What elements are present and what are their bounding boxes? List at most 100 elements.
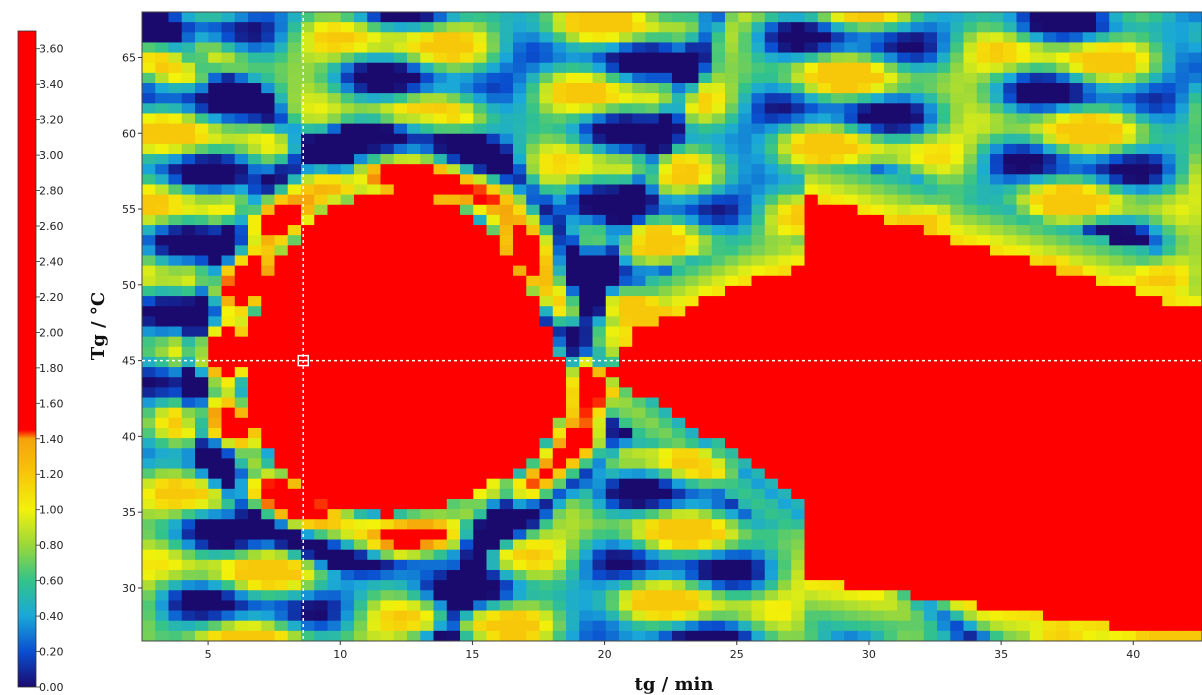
heatmap-cell <box>142 42 156 54</box>
heatmap-cell <box>142 630 156 641</box>
heatmap-cell <box>367 42 382 54</box>
heatmap-cell <box>870 154 885 165</box>
heatmap-cell <box>619 103 633 115</box>
heatmap-cell <box>884 32 898 44</box>
heatmap-cell <box>1162 316 1177 328</box>
heatmap-cell <box>976 580 991 591</box>
heatmap-cell <box>314 367 329 378</box>
heatmap-cell <box>950 549 965 561</box>
heatmap-cell <box>1056 356 1071 368</box>
heatmap-cell <box>314 326 329 338</box>
heatmap-cell <box>420 326 435 338</box>
heatmap-cell <box>433 387 448 399</box>
heatmap-cell <box>605 123 620 135</box>
heatmap-cell <box>764 356 779 368</box>
heatmap-cell <box>1029 417 1044 429</box>
heatmap-cell <box>566 52 580 64</box>
heatmap-cell <box>857 458 872 470</box>
heatmap-cell <box>261 83 276 94</box>
heatmap-cell <box>168 42 183 54</box>
heatmap-cell <box>1096 174 1110 186</box>
heatmap-cell <box>566 468 580 480</box>
heatmap-cell <box>155 255 170 267</box>
heatmap-cell <box>1069 539 1084 551</box>
heatmap-cell <box>672 539 686 551</box>
heatmap-cell <box>301 326 315 338</box>
heatmap-cell <box>897 133 912 145</box>
heatmap-cell <box>473 184 488 196</box>
heatmap-cell <box>486 600 501 612</box>
heatmap-cell <box>685 225 700 236</box>
heatmap-cell <box>433 427 448 439</box>
heatmap-cell <box>910 154 925 165</box>
heatmap-cell <box>168 509 183 520</box>
heatmap-cell <box>791 32 806 44</box>
heatmap-cell <box>168 103 183 115</box>
heatmap-cell <box>1149 569 1163 581</box>
heatmap-cell <box>711 225 726 236</box>
heatmap-cell <box>976 367 991 378</box>
heatmap-cell <box>234 559 249 571</box>
heatmap-cell <box>897 529 912 541</box>
heatmap-cell <box>698 316 713 328</box>
heatmap-cell <box>168 154 183 165</box>
heatmap-cell <box>1109 397 1124 409</box>
heatmap-cell <box>619 133 633 145</box>
heatmap-cell <box>897 488 912 500</box>
heatmap-cell <box>1069 407 1084 419</box>
heatmap-cell <box>460 184 474 196</box>
heatmap-cell <box>619 296 633 307</box>
heatmap-cell <box>566 397 580 409</box>
heatmap-cell <box>658 539 673 551</box>
heatmap-cell <box>142 610 156 622</box>
heatmap-cell <box>1003 580 1018 591</box>
heatmap-cell <box>274 113 289 125</box>
heatmap-cell <box>831 296 845 307</box>
heatmap-cell <box>1096 22 1110 33</box>
heatmap-cell <box>460 72 474 84</box>
heatmap-cell <box>1149 83 1163 94</box>
heatmap-cell <box>791 214 806 226</box>
colorbar-tick-label: 1.40 <box>39 433 64 446</box>
heatmap-cell <box>552 62 567 74</box>
heatmap-cell <box>976 478 991 490</box>
heatmap-cell <box>804 397 819 409</box>
heatmap-cell <box>473 519 488 531</box>
heatmap-cell <box>897 52 912 64</box>
heatmap-cell <box>751 103 766 115</box>
heatmap-cell <box>340 458 355 470</box>
heatmap-cell <box>407 488 421 500</box>
heatmap-cell <box>486 164 501 175</box>
heatmap-cell <box>658 83 673 94</box>
heatmap-cell <box>287 143 302 155</box>
heatmap-cell <box>976 630 991 641</box>
heatmap-cell <box>1056 580 1071 591</box>
heatmap-cell <box>698 610 713 622</box>
heatmap-cell <box>513 255 527 267</box>
heatmap-cell <box>804 255 819 267</box>
heatmap-cell <box>1188 42 1202 54</box>
heatmap-cell <box>526 630 541 641</box>
heatmap-cell <box>566 458 580 470</box>
heatmap-cell <box>354 529 368 541</box>
heatmap-cell <box>831 265 845 277</box>
heatmap-cell <box>1016 468 1031 480</box>
heatmap-cell <box>672 407 686 419</box>
heatmap-cell <box>658 600 673 612</box>
heatmap-cell <box>1069 336 1084 348</box>
heatmap-cell <box>831 83 845 94</box>
heatmap-cell <box>579 417 594 429</box>
heatmap-cell <box>420 83 435 94</box>
heatmap-cell <box>791 569 806 581</box>
heatmap-cell <box>897 448 912 459</box>
heatmap-cell <box>831 12 845 23</box>
heatmap-cell <box>181 174 196 186</box>
heatmap-cell <box>725 164 739 175</box>
heatmap-cell <box>1003 174 1018 186</box>
heatmap-cell <box>950 22 965 33</box>
heatmap-cell <box>195 265 209 277</box>
heatmap-cell <box>380 549 395 561</box>
heatmap-cell <box>446 630 461 641</box>
heatmap-cell <box>725 569 739 581</box>
colorbar-tick-label: 1.20 <box>39 468 64 481</box>
